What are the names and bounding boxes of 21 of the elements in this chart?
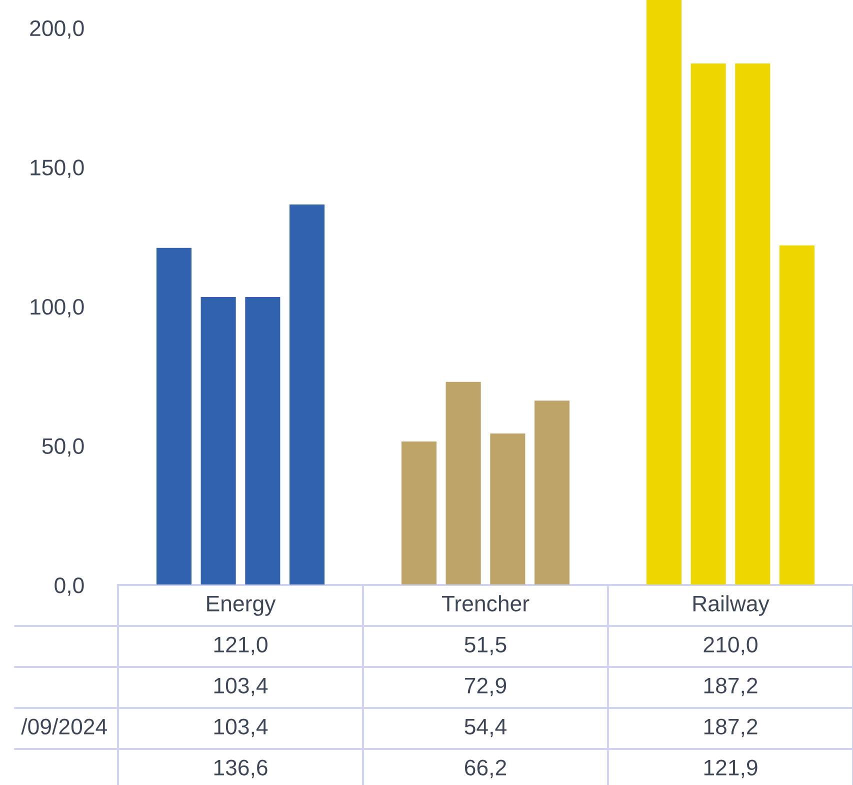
text: 121,9 <box>704 760 758 778</box>
text: 51,5 <box>464 636 506 656</box>
text: /09/2024 <box>21 718 107 734</box>
x-tick-label: Railway <box>693 595 770 616</box>
y-tick-label: 150,0 <box>30 160 84 178</box>
text: 66,2 <box>465 760 506 778</box>
text: 54,4 <box>464 718 506 738</box>
x-tick-label: Energy <box>207 596 276 616</box>
y-tick-label: 200,0 <box>30 20 84 39</box>
text: 187,2 <box>704 718 758 738</box>
y-tick-label: 100,0 <box>30 298 84 318</box>
text: 136,6 <box>214 760 268 778</box>
text: 103,4 <box>214 678 268 696</box>
text: 210,0 <box>704 636 758 656</box>
text: 103,4 <box>214 718 268 738</box>
text: 121,0 <box>214 636 268 656</box>
y-tick-label: 0,0 <box>54 578 84 596</box>
text: 72,9 <box>465 678 506 696</box>
text: 187,2 <box>704 678 758 696</box>
x-tick-label: Trencher <box>442 595 530 612</box>
y-tick-label: 50,0 <box>42 438 84 457</box>
